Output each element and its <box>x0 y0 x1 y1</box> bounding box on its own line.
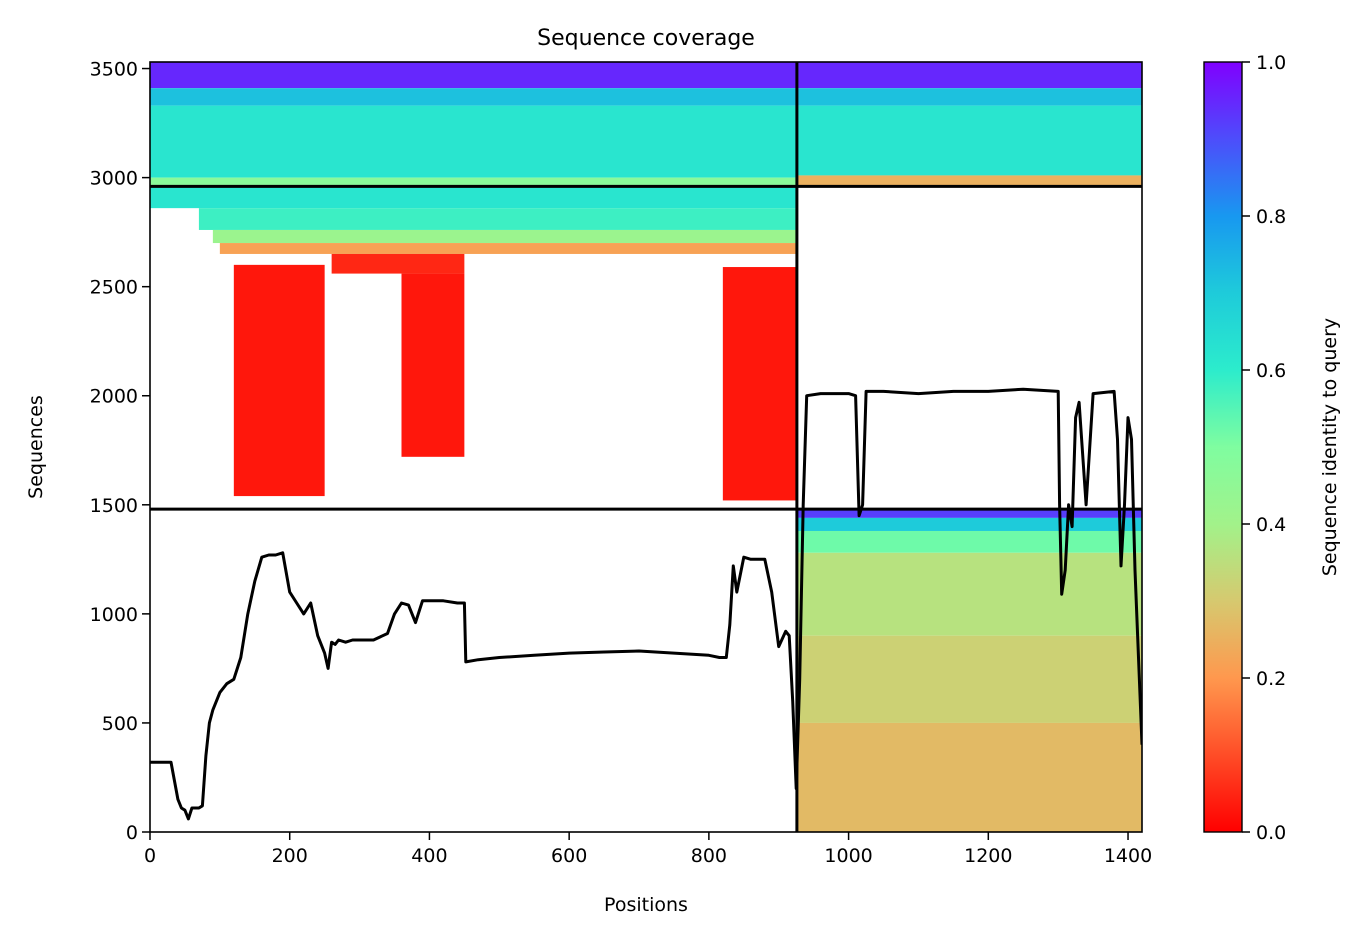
y-axis-label: Sequences <box>25 395 47 499</box>
heatmap-block-8 <box>150 186 797 209</box>
heatmap-block-0 <box>150 62 797 89</box>
chain-boundaries <box>150 62 1142 832</box>
heatmap-block-17 <box>796 517 1142 531</box>
colorbar-tick-label: 0.8 <box>1256 206 1286 228</box>
colorbar-tick-label: 1.0 <box>1256 52 1286 74</box>
heatmap-block-20 <box>796 635 1142 723</box>
coverage-heatmap <box>150 62 1142 832</box>
x-tick-label: 400 <box>411 845 447 867</box>
y-tick-label: 2000 <box>90 386 138 408</box>
heatmap-block-6 <box>796 105 1142 176</box>
colorbar-tick-label: 0.4 <box>1256 514 1286 536</box>
colorbar-ticks: 0.0 0.2 0.4 0.6 0.8 1.0 <box>1242 52 1286 844</box>
y-tick-label: 2500 <box>90 277 138 299</box>
heatmap-block-11 <box>219 243 797 254</box>
heatmap-block-21 <box>796 722 1142 832</box>
y-tick-label: 500 <box>102 713 138 735</box>
y-tick-label: 3000 <box>90 168 138 190</box>
x-axis-ticks: 0 200 400 600 800 1000 1200 1400 <box>144 832 1152 867</box>
x-tick-label: 1000 <box>824 845 872 867</box>
colorbar-tick-label: 0.0 <box>1256 822 1286 844</box>
heatmap-block-5 <box>796 88 1142 106</box>
coverage-line <box>150 387 1142 821</box>
heatmap-block-4 <box>796 62 1142 89</box>
x-tick-label: 600 <box>551 845 587 867</box>
heatmap-block-3 <box>150 177 797 187</box>
heatmap-block-14 <box>233 264 325 497</box>
y-axis-ticks: 0 500 1000 1500 2000 2500 3000 3500 <box>90 59 150 844</box>
x-axis-label: Positions <box>604 894 688 916</box>
heatmap-block-18 <box>796 530 1142 553</box>
heatmap-block-19 <box>796 552 1142 636</box>
x-tick-label: 800 <box>691 845 727 867</box>
heatmap-block-10 <box>212 229 797 244</box>
x-tick-label: 0 <box>144 845 156 867</box>
x-tick-label: 200 <box>272 845 308 867</box>
heatmap-block-16 <box>796 509 1142 518</box>
plot-frame <box>149 61 1143 833</box>
chart-title: Sequence coverage <box>537 26 755 51</box>
y-tick-label: 1500 <box>90 495 138 517</box>
colorbar-tick-label: 0.6 <box>1256 360 1286 382</box>
x-tick-label: 1200 <box>964 845 1012 867</box>
y-tick-label: 1000 <box>90 604 138 626</box>
heatmap-block-15 <box>401 273 465 457</box>
y-tick-label: 3500 <box>90 59 138 81</box>
heatmap-block-7 <box>796 175 1142 187</box>
colorbar <box>1203 61 1243 833</box>
coverage-line-layer <box>150 387 1142 821</box>
heatmap-block-9 <box>198 208 797 230</box>
colorbar-label: Sequence identity to query <box>1319 318 1341 576</box>
heatmap-block-2 <box>150 105 797 178</box>
heatmap-block-13 <box>722 267 797 501</box>
heatmap-block-1 <box>150 88 797 106</box>
heatmap-block-12 <box>331 253 465 274</box>
x-tick-label: 1400 <box>1104 845 1152 867</box>
y-tick-label: 0 <box>126 822 138 844</box>
colorbar-tick-label: 0.2 <box>1256 668 1286 690</box>
